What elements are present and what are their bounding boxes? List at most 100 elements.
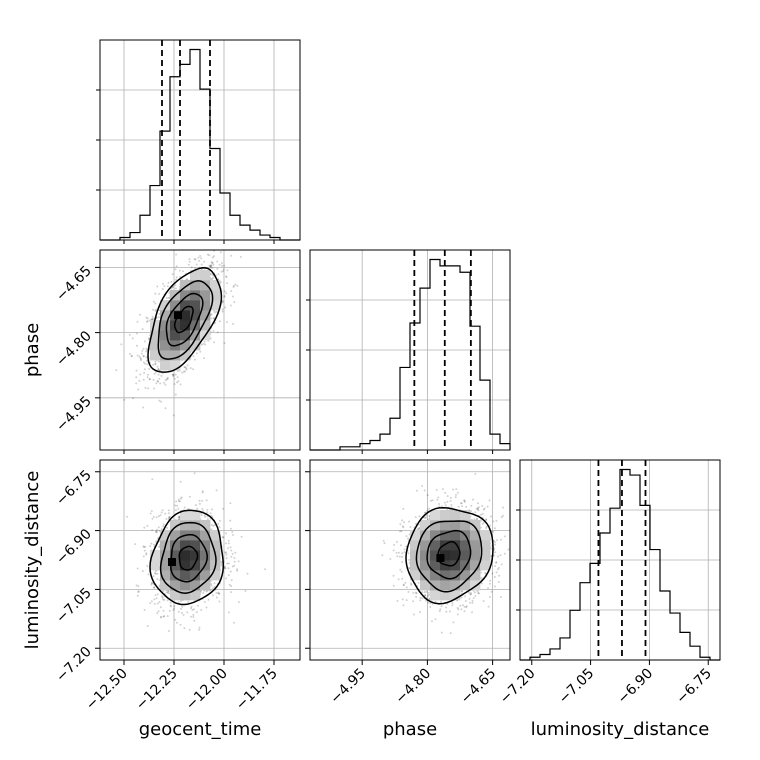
- sample-point: [168, 515, 171, 518]
- density-cell: [150, 320, 161, 331]
- sample-point: [172, 609, 175, 611]
- sample-point: [399, 568, 402, 571]
- sample-point: [240, 535, 243, 538]
- sample-point: [187, 263, 190, 266]
- sample-point: [230, 254, 233, 257]
- sample-point: [153, 586, 156, 589]
- sample-point: [199, 350, 202, 353]
- density-cell: [210, 530, 221, 541]
- density-cell: [170, 330, 181, 341]
- sample-point: [164, 383, 167, 386]
- density-cell: [190, 340, 201, 351]
- sample-point: [401, 577, 404, 580]
- sample-point: [487, 605, 490, 608]
- sample-point: [199, 255, 202, 257]
- sample-point: [173, 605, 176, 608]
- sample-point: [474, 511, 477, 514]
- sample-point: [154, 309, 157, 312]
- sample-point: [395, 540, 398, 543]
- density-cell: [210, 280, 221, 291]
- sample-point: [177, 610, 180, 613]
- sample-point: [166, 377, 169, 380]
- sample-point: [149, 602, 152, 605]
- sample-point: [415, 591, 417, 594]
- sample-point: [172, 414, 175, 417]
- sample-point: [123, 398, 126, 401]
- sample-point: [153, 387, 156, 390]
- sample-point: [142, 378, 145, 381]
- density-cell: [190, 270, 201, 281]
- density-cell: [150, 340, 161, 351]
- sample-point: [231, 295, 234, 298]
- sample-point: [162, 609, 165, 612]
- sample-point: [142, 555, 145, 558]
- sample-point: [179, 497, 182, 500]
- sample-point: [141, 349, 144, 352]
- sample-point: [215, 596, 218, 599]
- sample-point: [156, 285, 159, 288]
- sample-point: [155, 530, 158, 533]
- sample-point: [192, 616, 195, 618]
- sample-point: [221, 310, 224, 313]
- sample-point: [482, 600, 485, 602]
- sample-point: [167, 590, 169, 593]
- sample-point: [192, 355, 195, 358]
- sample-point: [177, 518, 180, 521]
- sample-point: [218, 519, 221, 522]
- sample-point: [392, 584, 395, 587]
- panel-frame: [99, 39, 301, 241]
- density-cell: [200, 300, 211, 311]
- density-cell: [200, 320, 211, 331]
- sample-point: [158, 293, 161, 295]
- sample-point: [230, 591, 233, 594]
- sample-point: [156, 578, 159, 581]
- sample-point: [218, 592, 221, 595]
- sample-point: [216, 267, 219, 270]
- sample-point: [416, 528, 419, 531]
- sample-point: [237, 560, 240, 563]
- sample-point: [217, 522, 220, 525]
- sample-point: [186, 278, 189, 281]
- density-cell: [180, 570, 191, 581]
- sample-point: [495, 519, 498, 522]
- sample-point: [211, 508, 213, 511]
- sample-point: [415, 592, 418, 595]
- sample-point: [219, 251, 222, 254]
- sample-point: [415, 489, 418, 492]
- density-cell: [170, 530, 181, 541]
- density-cell: [180, 540, 191, 551]
- density-cell: [180, 290, 191, 301]
- sample-point: [477, 509, 480, 512]
- sample-point: [175, 265, 178, 268]
- density-cell: [160, 300, 171, 311]
- sample-point: [155, 382, 158, 385]
- density-cell: [200, 570, 211, 581]
- sample-point: [143, 549, 146, 552]
- sample-point: [396, 600, 399, 602]
- sample-point: [146, 565, 149, 567]
- sample-point: [195, 611, 198, 614]
- sample-point: [208, 264, 211, 267]
- sample-point: [463, 499, 466, 502]
- density-cell: [180, 330, 191, 341]
- sample-point: [471, 601, 474, 604]
- sample-point: [446, 500, 449, 503]
- sample-point: [469, 601, 472, 604]
- sample-point: [145, 359, 148, 362]
- sample-point: [178, 275, 181, 278]
- density-cell: [180, 300, 191, 311]
- sample-point: [397, 578, 400, 581]
- sample-point: [474, 472, 477, 475]
- sample-point: [153, 586, 156, 589]
- sample-point: [239, 255, 242, 258]
- sample-point: [183, 506, 186, 509]
- sample-point: [126, 515, 129, 518]
- sample-point: [210, 264, 213, 267]
- sample-point: [156, 528, 159, 531]
- sample-point: [204, 246, 206, 248]
- density-cell: [200, 280, 211, 291]
- sample-point: [461, 604, 464, 607]
- sample-point: [215, 592, 218, 595]
- sample-point: [153, 602, 156, 605]
- contour-level-3: [149, 509, 225, 606]
